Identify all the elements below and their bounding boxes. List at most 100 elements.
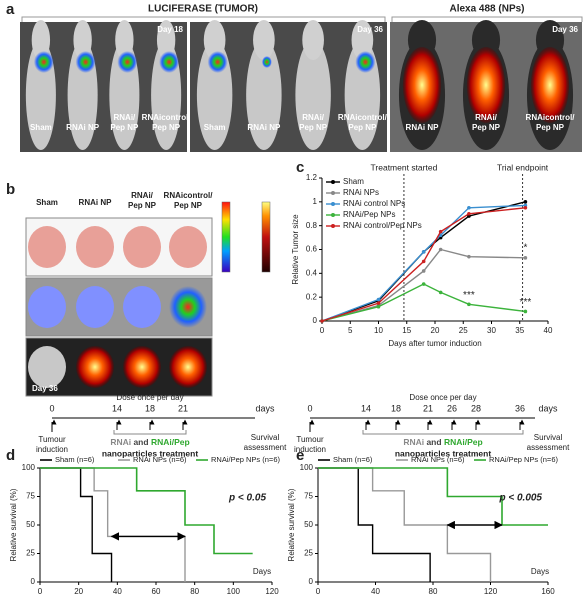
series-line [321,207,526,322]
mouse [295,40,331,150]
treatment-part: RNAi/Pep [151,437,190,447]
timeline-end-label: Survival [534,433,563,442]
legend-marker [331,191,335,195]
x-tick-label: 0 [320,326,325,335]
column-header: RNAi/ [131,191,154,200]
point [467,254,471,259]
organ [76,346,114,388]
y-tick-label: 0 [309,577,314,586]
timeline-start: 0 [307,403,312,413]
timeline-end-label: Survival [251,433,280,442]
dose-day: 21 [423,403,433,413]
mouse-label: RNAi NP [247,123,281,132]
dose-day: 36 [515,403,525,413]
organ [28,286,66,328]
organ [76,286,114,328]
significance: *** [463,290,475,301]
y-tick-label: 100 [22,463,36,472]
timeline-start-label: Tumour [38,435,66,444]
treatment-label: nanoparticles treatment [395,448,492,458]
dose-day: 18 [391,403,401,413]
x-axis-label: Days [531,567,549,576]
luminescence [159,51,180,73]
point [523,256,528,260]
x-tick-label: 5 [348,326,353,335]
legend-marker [331,202,335,206]
y-tick-label: 25 [304,549,313,558]
y-tick-label: 0 [313,316,318,325]
timeline-unit: days [255,403,275,413]
dose-note: Dose once per day [116,393,183,402]
timeline-start-label: Tumour [296,435,324,444]
organ [169,346,207,388]
point [376,297,381,302]
y-tick-label: 25 [26,549,35,558]
legend-label: RNAi NPs (n=6) [411,455,465,464]
point [421,259,426,264]
organ [169,286,207,328]
x-tick-label: 40 [544,326,553,335]
mouse-head [302,20,324,60]
x-tick-label: 35 [515,326,524,335]
mouse-head [351,20,374,60]
series-line [321,283,526,322]
header-alexa: Alexa 488 (NPs) [449,4,524,15]
p-value: p < 0.005 [498,493,542,504]
x-tick-label: 40 [371,587,380,596]
x-tick-label: 100 [227,587,241,596]
legend-label: RNAi control/Pep NPs [343,221,422,230]
point [376,304,381,309]
mouse-head [156,20,176,60]
series-line [321,201,526,322]
dose-day: 26 [447,403,457,413]
x-tick-label: 160 [541,587,555,596]
series-line [321,204,526,322]
legend-label: RNAi/Pep NPs [343,210,395,219]
mouse-label: RNAicontrol/ [142,113,192,122]
timeline-end-label: assessment [527,443,570,452]
y-axis-label: Relative survival (%) [287,488,296,561]
dose-day: 14 [112,403,122,413]
x-tick-label: 10 [374,326,383,335]
survival-curve [40,467,253,555]
dose-note: Dose once per day [409,393,476,402]
x-tick-label: 25 [459,326,468,335]
luminescence [117,51,138,73]
y-tick-label: 0.4 [306,268,318,277]
organ [123,286,161,328]
legend-label: Sham (n=6) [333,455,373,464]
luminescence [75,51,96,73]
treatment-label: RNAi and RNAi/Pep [110,437,189,447]
dose-bracket [362,430,524,435]
mouse-head [253,20,275,60]
panel-label: b [6,181,15,198]
luminescence [355,51,376,73]
luminescence [261,56,272,68]
treatment-part: and [131,437,151,447]
point [320,319,324,323]
organ [123,226,161,268]
y-axis-label: Relative survival (%) [9,488,18,561]
mouse-label: Pep NP [299,123,328,132]
luminescence [207,51,228,73]
x-tick-label: 120 [265,587,279,596]
day-label: Day 36 [552,25,578,34]
mouse-label: RNAi/ [475,113,498,122]
luminescence [33,51,54,73]
bracket [21,16,386,22]
legend-label: RNAi NPs (n=6) [133,455,187,464]
p-value: p < 0.05 [228,493,266,504]
y-tick-label: 0.6 [306,245,318,254]
survival-curve [40,467,186,582]
column-header: Pep NP [174,201,203,210]
x-tick-label: 60 [152,587,161,596]
x-tick-label: 80 [429,587,438,596]
x-tick-label: 20 [74,587,83,596]
colorbar [221,201,231,273]
mouse-head [73,20,92,60]
mouse-label: RNAi/ [113,113,136,122]
significance: * [523,242,527,253]
significance: *** [520,297,532,308]
timeline-start-label: induction [294,445,326,454]
